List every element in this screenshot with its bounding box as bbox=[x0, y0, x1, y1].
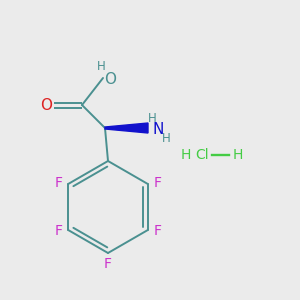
Text: N: N bbox=[152, 122, 164, 136]
Text: F: F bbox=[154, 176, 162, 190]
Text: H: H bbox=[162, 133, 170, 146]
Text: F: F bbox=[154, 224, 162, 238]
Text: H: H bbox=[233, 148, 243, 162]
Text: H: H bbox=[97, 61, 105, 74]
Text: O: O bbox=[40, 98, 52, 112]
Polygon shape bbox=[105, 123, 148, 133]
Text: H: H bbox=[181, 148, 191, 162]
Text: F: F bbox=[54, 176, 62, 190]
Text: F: F bbox=[104, 257, 112, 271]
Text: H: H bbox=[148, 112, 156, 124]
Text: O: O bbox=[104, 73, 116, 88]
Text: Cl: Cl bbox=[195, 148, 208, 162]
Text: F: F bbox=[54, 224, 62, 238]
